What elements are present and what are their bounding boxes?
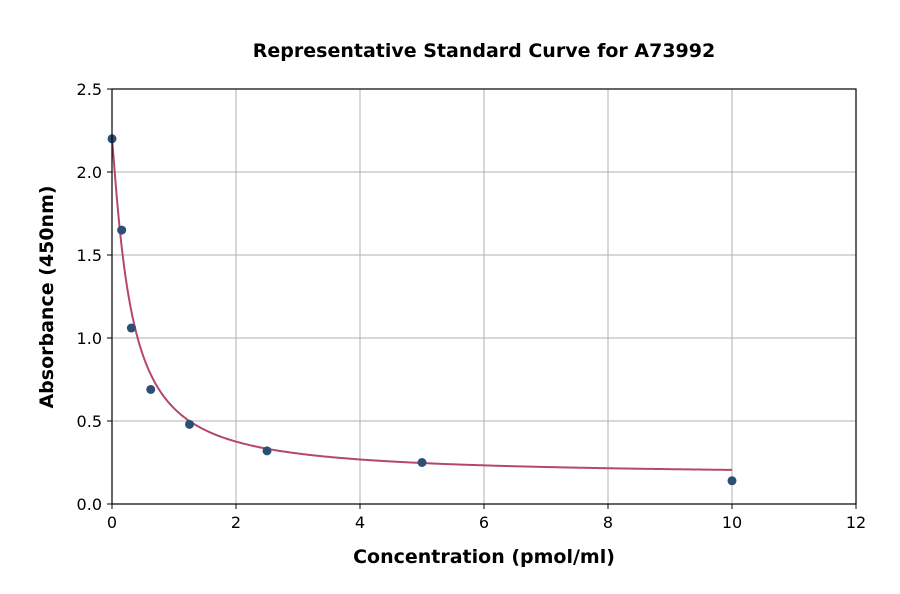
fitted-curve [111,138,733,471]
x-tick-label: 0 [107,513,117,532]
y-tick-label: 1.0 [77,329,102,348]
x-axis-label: Concentration (pmol/ml) [353,546,615,568]
x-tick-label: 8 [603,513,613,532]
data-point [727,476,737,486]
y-tick-label: 1.5 [77,246,102,265]
data-point [262,446,272,456]
data-point [417,458,427,467]
x-tick-label: 12 [846,513,866,532]
grid-lines [111,88,857,505]
data-points [107,134,737,486]
y-axis-label: Absorbance (450nm) [36,185,58,408]
x-tick-label: 2 [231,513,241,532]
x-tick-label: 10 [722,513,742,532]
x-tick-label: 6 [479,513,489,532]
y-tick-label: 2.5 [77,80,102,99]
x-axis-ticks: 0 2 4 6 8 10 12 [107,504,866,532]
y-tick-label: 2.0 [77,163,102,182]
x-tick-label: 4 [355,513,365,532]
data-point [126,323,136,333]
chart-title: Representative Standard Curve for A73992 [253,40,715,62]
data-point [117,225,127,235]
data-point [146,384,156,394]
y-tick-label: 0.0 [77,495,102,514]
y-axis-ticks: 0.0 0.5 1.0 1.5 2.0 2.5 [77,80,112,514]
data-point [185,419,194,429]
y-tick-label: 0.5 [77,412,102,431]
